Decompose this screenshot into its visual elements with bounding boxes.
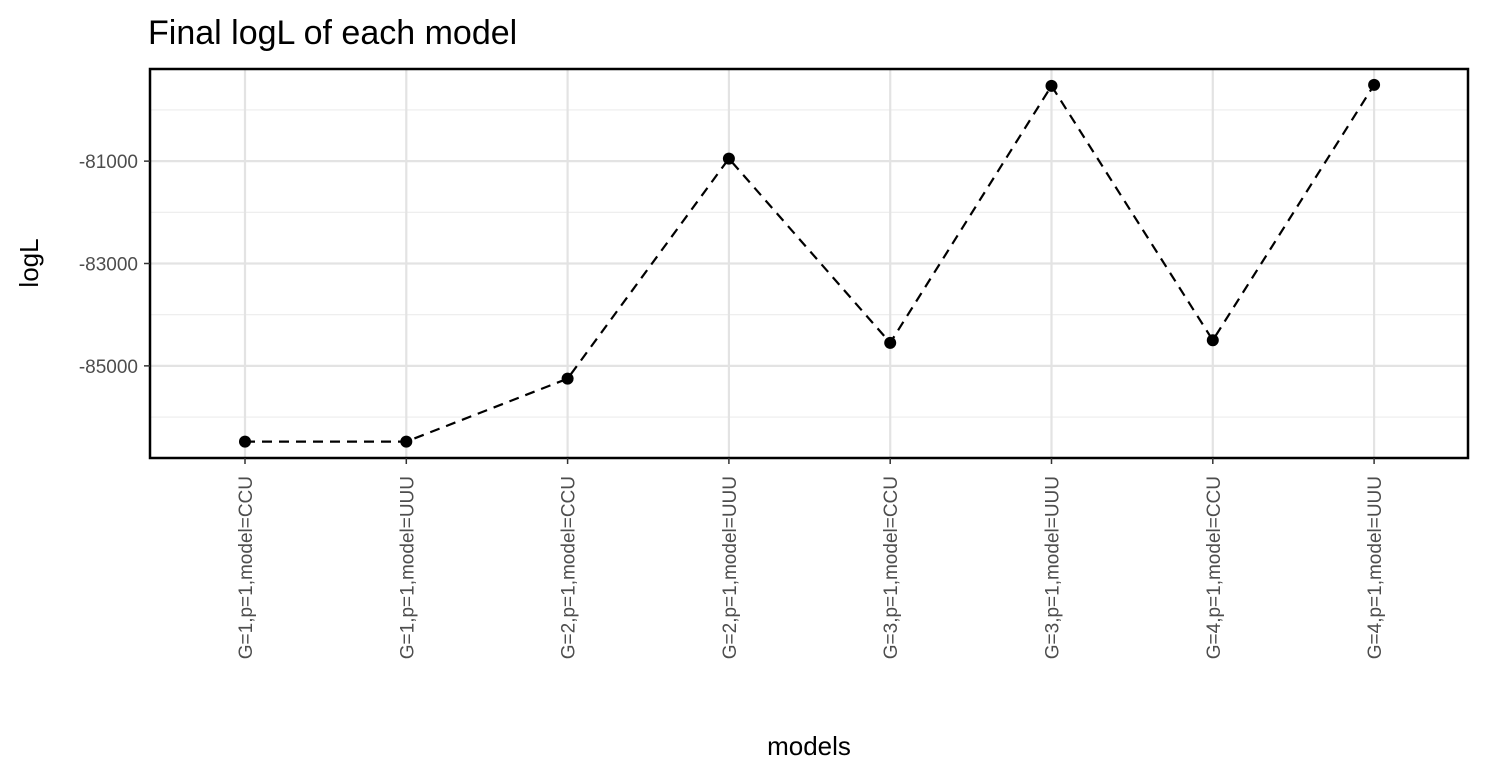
data-point	[561, 372, 574, 385]
grid-major	[150, 69, 1468, 458]
x-tick-label: G=1,p=1,model=UUU	[397, 476, 418, 659]
chart-title: Final logL of each model	[148, 14, 517, 52]
y-tick-label: -81000	[79, 152, 138, 173]
x-tick-label: G=2,p=1,model=UUU	[720, 476, 741, 659]
x-axis-title: models	[767, 731, 851, 761]
y-tick-label: -83000	[79, 255, 138, 276]
data-point	[1368, 78, 1381, 91]
y-axis-title: logL	[14, 238, 44, 287]
x-tick-label: G=1,p=1,model=CCU	[236, 476, 257, 659]
series-layer	[239, 78, 1381, 448]
data-point	[884, 336, 897, 349]
data-point	[400, 435, 413, 448]
y-axis: -81000 -83000 -85000	[79, 152, 150, 378]
data-point	[239, 435, 251, 448]
x-tick-label: G=3,p=1,model=UUU	[1043, 476, 1064, 659]
data-point	[1206, 334, 1219, 347]
x-tick-label: G=4,p=1,model=UUU	[1365, 476, 1386, 659]
x-tick-label: G=3,p=1,model=CCU	[881, 476, 902, 659]
data-point	[722, 152, 735, 165]
grid-minor	[150, 109, 1468, 418]
series-line	[245, 83, 1376, 443]
x-tick-label: G=2,p=1,model=CCU	[559, 476, 580, 659]
y-tick-label: -85000	[79, 357, 138, 378]
data-point	[1045, 79, 1058, 92]
x-axis: G=1,p=1,model=CCU G=1,p=1,model=UUU G=2,p=…	[236, 458, 1386, 659]
x-tick-label: G=4,p=1,model=CCU	[1204, 476, 1225, 659]
